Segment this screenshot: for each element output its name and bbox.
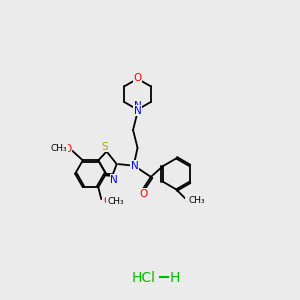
Text: CH₃: CH₃ [107, 197, 124, 206]
Text: H: H [170, 271, 181, 285]
Text: O: O [63, 143, 71, 154]
Text: N: N [134, 101, 141, 112]
Text: N: N [110, 175, 118, 184]
Text: O: O [134, 73, 142, 83]
Text: HCl: HCl [132, 271, 156, 285]
Text: N: N [134, 106, 141, 116]
Text: O: O [103, 196, 111, 206]
Text: S: S [102, 142, 108, 152]
Text: S: S [186, 195, 193, 206]
Text: N: N [131, 160, 138, 171]
Text: CH₃: CH₃ [189, 196, 205, 205]
Text: O: O [139, 188, 148, 199]
Text: CH₃: CH₃ [51, 144, 68, 153]
